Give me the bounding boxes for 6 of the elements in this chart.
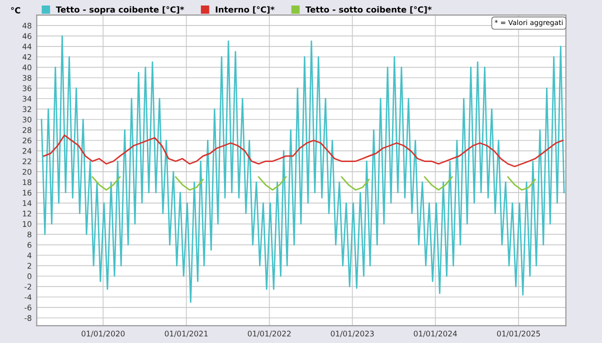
legend-label: Tetto - sopra coibente [°C]* <box>56 6 184 14</box>
line-series <box>43 134 564 168</box>
legend-label: Interno [°C]* <box>216 6 274 14</box>
line-series <box>40 35 565 303</box>
y-axis-title: °C <box>11 7 20 14</box>
legend-label: Tetto - sotto coibente [°C]* <box>306 6 432 14</box>
